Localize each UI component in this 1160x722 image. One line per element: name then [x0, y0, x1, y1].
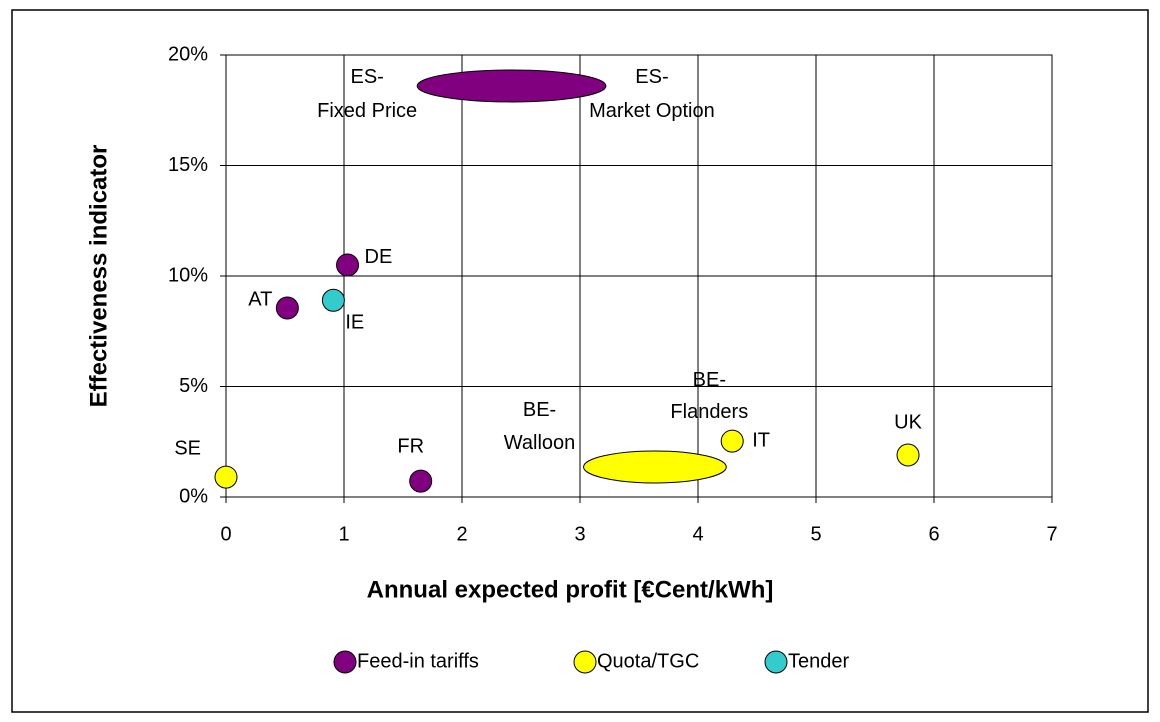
- point-label: DE: [365, 246, 393, 268]
- x-tick-label: 4: [692, 523, 703, 545]
- x-axis-title: Annual expected profit [€Cent/kWh]: [367, 576, 774, 603]
- point: [336, 253, 360, 277]
- point: [214, 465, 238, 489]
- point-label: ES-: [635, 66, 668, 88]
- point-label: BE-: [523, 399, 556, 421]
- point-label: AT: [248, 288, 272, 310]
- legend-marker: [764, 650, 788, 674]
- point: [720, 429, 744, 453]
- range-ellipse: [583, 450, 727, 484]
- point: [275, 296, 299, 320]
- point-label: Walloon: [504, 432, 576, 454]
- y-axis-title: Effectiveness indicator: [85, 145, 112, 408]
- y-tick-label: 10%: [168, 264, 208, 286]
- x-tick-label: 7: [1046, 523, 1057, 545]
- plot-border: [225, 54, 1053, 498]
- x-tick-label: 0: [220, 523, 231, 545]
- point: [409, 469, 433, 493]
- point-label: ES-: [350, 66, 383, 88]
- point: [321, 288, 345, 312]
- point-label: IT: [752, 429, 770, 451]
- x-tick-label: 1: [338, 523, 349, 545]
- point-label: BE-: [693, 369, 726, 391]
- x-tick-label: 2: [456, 523, 467, 545]
- point-label: SE: [174, 437, 201, 459]
- y-tick-label: 15%: [168, 154, 208, 176]
- x-tick-label: 5: [810, 523, 821, 545]
- y-tick-label: 5%: [179, 375, 208, 397]
- y-tick-label: 20%: [168, 43, 208, 65]
- point-label: Flanders: [670, 401, 748, 423]
- point-label: UK: [894, 411, 922, 433]
- legend-marker: [333, 650, 357, 674]
- point-label: IE: [345, 312, 364, 334]
- legend-marker: [573, 650, 597, 674]
- point-label: Fixed Price: [317, 100, 417, 122]
- range-ellipse: [416, 69, 607, 103]
- legend-label: Feed-in tariffs: [357, 650, 479, 672]
- point: [896, 443, 920, 467]
- x-tick-label: 6: [928, 523, 939, 545]
- point-label: FR: [397, 435, 424, 457]
- point-label: Market Option: [589, 100, 715, 122]
- x-tick-label: 3: [574, 523, 585, 545]
- legend-label: Tender: [788, 650, 849, 672]
- legend-label: Quota/TGC: [597, 650, 699, 672]
- y-tick-label: 0%: [179, 485, 208, 507]
